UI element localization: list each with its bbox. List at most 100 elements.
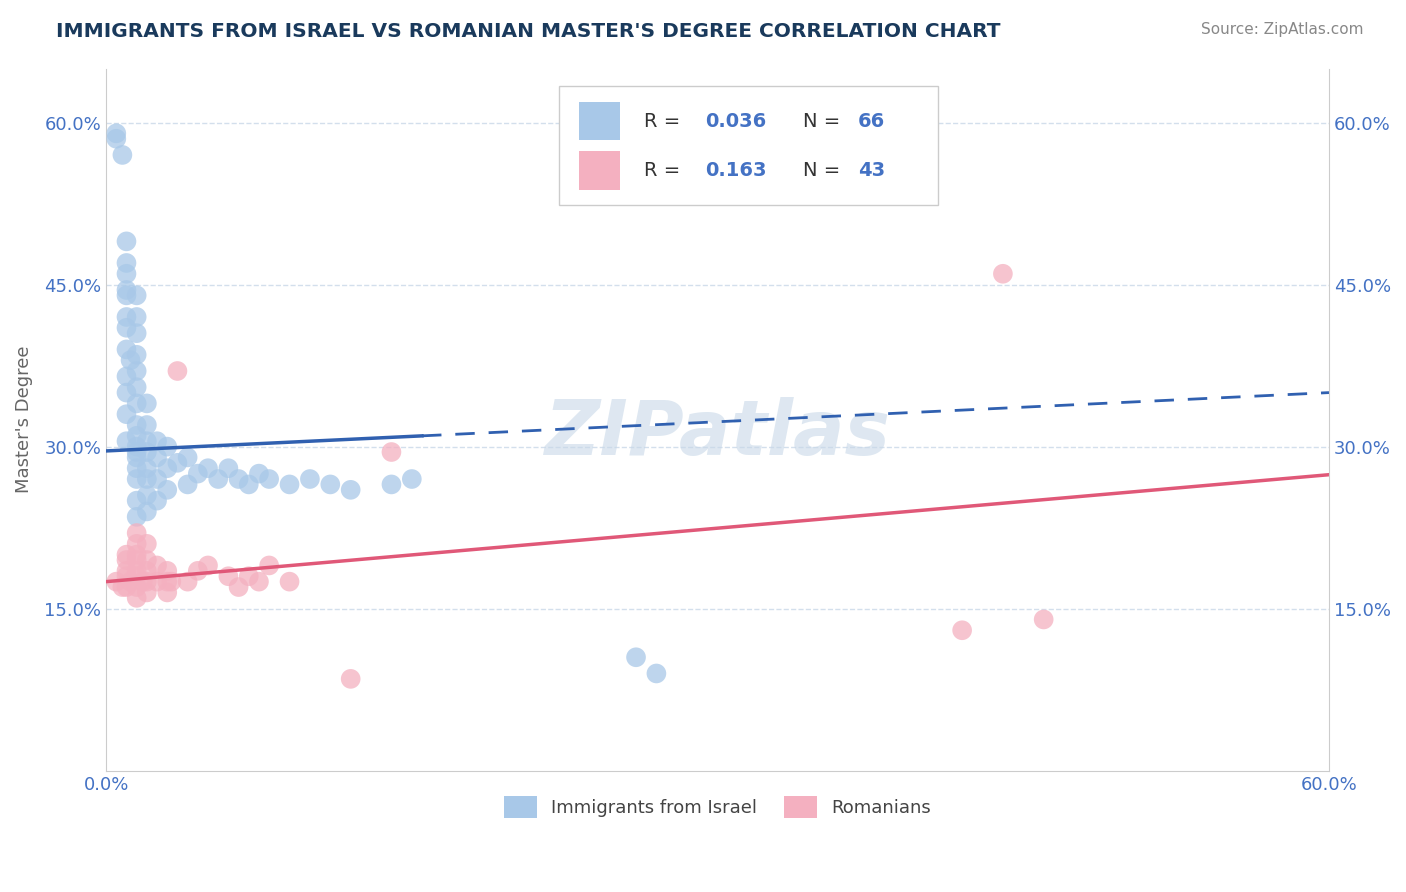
Point bbox=[187, 467, 209, 481]
Point bbox=[125, 417, 148, 432]
Point bbox=[991, 267, 1014, 281]
Point bbox=[217, 569, 239, 583]
Point bbox=[115, 343, 138, 357]
Y-axis label: Master's Degree: Master's Degree bbox=[15, 346, 32, 493]
Point bbox=[207, 472, 229, 486]
Point bbox=[125, 472, 148, 486]
Point bbox=[125, 310, 148, 324]
Point bbox=[115, 548, 138, 562]
Point bbox=[125, 450, 148, 465]
Point bbox=[166, 364, 188, 378]
Point bbox=[105, 132, 128, 146]
Point bbox=[339, 672, 361, 686]
Point bbox=[120, 574, 142, 589]
Point bbox=[125, 526, 148, 541]
Point bbox=[111, 580, 134, 594]
Point bbox=[115, 256, 138, 270]
Point bbox=[115, 564, 138, 578]
Point bbox=[319, 477, 342, 491]
Point bbox=[380, 477, 402, 491]
Point bbox=[247, 467, 270, 481]
Text: ZIPatlas: ZIPatlas bbox=[544, 397, 890, 471]
FancyBboxPatch shape bbox=[579, 151, 620, 190]
Point bbox=[146, 493, 169, 508]
Point bbox=[125, 509, 148, 524]
Point bbox=[135, 434, 157, 449]
Text: 66: 66 bbox=[858, 112, 886, 131]
Legend: Immigrants from Israel, Romanians: Immigrants from Israel, Romanians bbox=[496, 789, 938, 825]
Point bbox=[156, 440, 179, 454]
Point bbox=[125, 493, 148, 508]
Point bbox=[156, 564, 179, 578]
Text: R =: R = bbox=[644, 161, 693, 180]
Text: N =: N = bbox=[803, 112, 846, 131]
Point bbox=[125, 440, 148, 454]
Point bbox=[135, 396, 157, 410]
Point bbox=[135, 537, 157, 551]
Point bbox=[146, 434, 169, 449]
Point bbox=[125, 326, 148, 341]
Text: IMMIGRANTS FROM ISRAEL VS ROMANIAN MASTER'S DEGREE CORRELATION CHART: IMMIGRANTS FROM ISRAEL VS ROMANIAN MASTE… bbox=[56, 22, 1001, 41]
Point bbox=[125, 429, 148, 443]
Point bbox=[146, 574, 169, 589]
Point bbox=[125, 364, 148, 378]
Text: R =: R = bbox=[644, 112, 686, 131]
Point bbox=[187, 564, 209, 578]
FancyBboxPatch shape bbox=[579, 102, 620, 141]
Point bbox=[115, 288, 138, 302]
Text: 0.163: 0.163 bbox=[706, 161, 766, 180]
Point bbox=[257, 558, 280, 573]
Point bbox=[115, 434, 138, 449]
Point bbox=[135, 504, 157, 518]
Point bbox=[125, 348, 148, 362]
Point bbox=[125, 564, 148, 578]
Point bbox=[120, 353, 142, 368]
Point bbox=[645, 666, 668, 681]
Point bbox=[115, 580, 138, 594]
Point bbox=[156, 461, 179, 475]
Point bbox=[135, 445, 157, 459]
Point bbox=[125, 537, 148, 551]
Point bbox=[257, 472, 280, 486]
Point bbox=[111, 148, 134, 162]
Point bbox=[1032, 612, 1054, 626]
Point bbox=[135, 585, 157, 599]
Point bbox=[278, 574, 301, 589]
Point bbox=[146, 450, 169, 465]
Point bbox=[115, 267, 138, 281]
Point bbox=[156, 483, 179, 497]
Point bbox=[115, 320, 138, 334]
Point bbox=[125, 288, 148, 302]
Point bbox=[156, 574, 179, 589]
Point bbox=[125, 569, 148, 583]
Point bbox=[105, 574, 128, 589]
Point bbox=[115, 369, 138, 384]
Text: N =: N = bbox=[803, 161, 846, 180]
Point bbox=[298, 472, 321, 486]
Point bbox=[228, 472, 250, 486]
Point bbox=[197, 461, 219, 475]
Point bbox=[197, 558, 219, 573]
Point bbox=[146, 558, 169, 573]
Point bbox=[238, 477, 260, 491]
Text: 43: 43 bbox=[858, 161, 886, 180]
Point bbox=[228, 580, 250, 594]
Point bbox=[125, 461, 148, 475]
Point bbox=[115, 283, 138, 297]
Point bbox=[115, 310, 138, 324]
Point bbox=[146, 472, 169, 486]
Point bbox=[401, 472, 423, 486]
Point bbox=[176, 477, 198, 491]
Point bbox=[125, 580, 148, 594]
Point bbox=[125, 553, 148, 567]
Point bbox=[135, 564, 157, 578]
Point bbox=[132, 574, 155, 589]
Text: 0.036: 0.036 bbox=[706, 112, 766, 131]
Point bbox=[950, 624, 973, 638]
Point bbox=[115, 235, 138, 249]
Point bbox=[125, 396, 148, 410]
Point bbox=[135, 417, 157, 432]
FancyBboxPatch shape bbox=[558, 86, 938, 205]
Point bbox=[380, 445, 402, 459]
Point bbox=[115, 569, 138, 583]
